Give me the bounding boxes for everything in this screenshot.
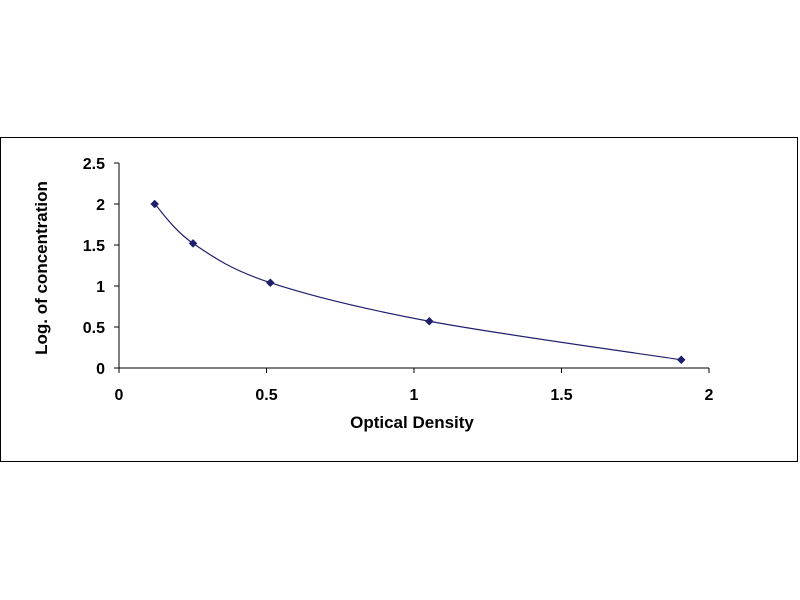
data-point-marker [676,355,686,365]
chart-ticks: 0 0.5 1 1.5 2 2.5 0 0.5 1 1.5 2 [83,156,714,404]
chart-axes [118,163,709,369]
x-tick-label: 1.5 [550,387,572,404]
y-tick-label: 0.5 [83,320,105,337]
x-axis-title: Optical Density [350,413,474,432]
y-tick-label: 1.5 [83,238,105,255]
data-point-marker [265,278,275,288]
data-point-marker [188,239,198,248]
trend-curve-layer [154,203,682,361]
y-tick-label: 0 [96,361,105,378]
data-point-marker [150,199,160,209]
x-tick-label: 0.5 [255,387,277,404]
x-tick-label: 1 [410,387,419,404]
data-point-marker [424,316,434,326]
y-tick-label: 1 [96,279,105,296]
data-points-layer [150,199,686,365]
x-tick-label: 0 [115,387,124,404]
y-axis-title: Log. of concentration [32,181,51,355]
x-tick-label: 2 [705,387,714,404]
trend-curve [154,203,682,361]
y-tick-label: 2.5 [83,156,105,173]
chart-frame [0,137,798,462]
y-tick-label: 2 [96,197,105,214]
